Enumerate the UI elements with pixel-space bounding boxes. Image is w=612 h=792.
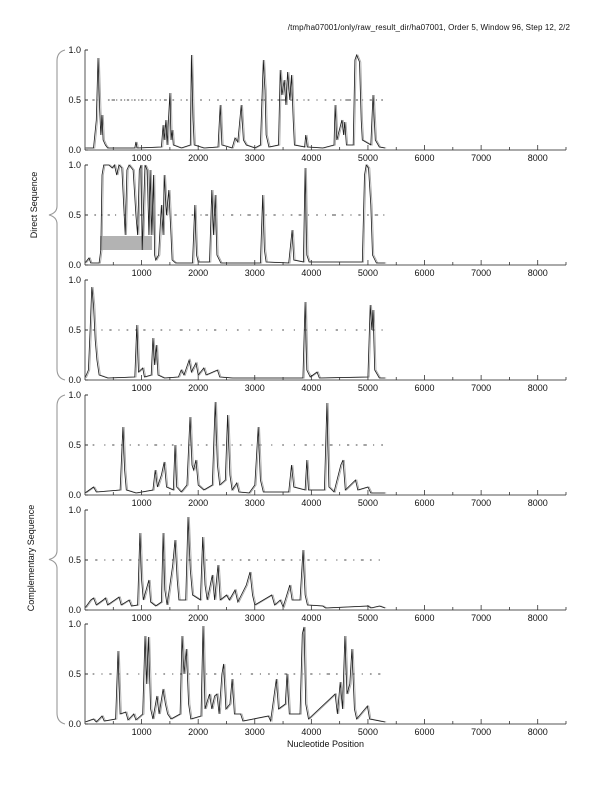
x-tick-label: 5000 bbox=[358, 383, 378, 393]
x-tick-label: 3000 bbox=[245, 498, 265, 508]
y-tick-label: 0.0 bbox=[68, 260, 81, 270]
threshold-markers bbox=[95, 559, 380, 561]
y-tick-label: 1.0 bbox=[68, 275, 81, 285]
x-tick-label: 5000 bbox=[358, 268, 378, 278]
x-tick-label: 6000 bbox=[415, 498, 435, 508]
x-tick-label: 6000 bbox=[415, 268, 435, 278]
x-tick-label: 6000 bbox=[415, 153, 435, 163]
threshold-markers bbox=[92, 329, 383, 331]
x-tick-label: 5000 bbox=[358, 727, 378, 737]
panel-complementary-frame-1: 0.0 0.5 1.0 1000 2000 3000 4000 5000 6000 7000 800… bbox=[68, 390, 567, 508]
x-tick-label: 5000 bbox=[358, 153, 378, 163]
probability-curve-shadow bbox=[85, 286, 387, 379]
y-tick-label: 1.0 bbox=[68, 619, 81, 629]
x-tick-label: 8000 bbox=[528, 498, 548, 508]
complementary-sequence-brace bbox=[48, 394, 66, 725]
x-tick-label: 7000 bbox=[471, 268, 491, 278]
x-tick-label: 1000 bbox=[132, 613, 152, 623]
threshold-markers bbox=[92, 444, 383, 446]
y-tick-label: 0.5 bbox=[68, 555, 81, 565]
x-tick-label: 2000 bbox=[188, 613, 208, 623]
y-tick-label: 1.0 bbox=[68, 45, 81, 55]
y-tick-label: 0.0 bbox=[68, 375, 81, 385]
x-tick-label: 5000 bbox=[358, 613, 378, 623]
x-tick-label: 8000 bbox=[528, 613, 548, 623]
x-tick-label: 4000 bbox=[301, 727, 321, 737]
x-tick-label: 3000 bbox=[245, 383, 265, 393]
y-tick-label: 1.0 bbox=[68, 505, 81, 515]
panel-direct-frame-2: 0.0 0.5 1.0 1000 2000 3000 4000 5000 6000 7000 800… bbox=[68, 160, 567, 278]
probability-curve-shadow bbox=[86, 625, 387, 723]
y-tick-label: 0.0 bbox=[68, 145, 81, 155]
panel-complementary-frame-2: 0.0 0.5 1.0 1000 2000 3000 4000 5000 6000 7000 800… bbox=[68, 505, 567, 623]
x-tick-label: 8000 bbox=[528, 268, 548, 278]
x-tick-label: 1000 bbox=[132, 153, 152, 163]
x-tick-label: 7000 bbox=[471, 613, 491, 623]
x-tick-label: 3000 bbox=[245, 153, 265, 163]
y-tick-label: 1.0 bbox=[68, 160, 81, 170]
x-tick-label: 4000 bbox=[301, 383, 321, 393]
panel-complementary-frame-3: 0.0 0.5 1.0 1000 2000 3000 4000 5000 6000 7000 800… bbox=[68, 619, 567, 737]
x-tick-label: 8000 bbox=[528, 383, 548, 393]
x-tick-label: 7000 bbox=[471, 383, 491, 393]
x-tick-label: 2000 bbox=[188, 153, 208, 163]
x-tick-label: 4000 bbox=[301, 268, 321, 278]
x-tick-label: 8000 bbox=[528, 153, 548, 163]
x-tick-label: 4000 bbox=[301, 153, 321, 163]
x-tick-label: 4000 bbox=[301, 498, 321, 508]
plot-title: /tmp/ha07001/only/raw_result_dir/ha07001… bbox=[287, 23, 570, 32]
x-tick-label: 3000 bbox=[245, 727, 265, 737]
predicted-region bbox=[99, 236, 153, 250]
threshold-markers bbox=[92, 99, 383, 101]
y-tick-label: 0.5 bbox=[68, 440, 81, 450]
x-tick-label: 7000 bbox=[471, 153, 491, 163]
x-tick-label: 7000 bbox=[471, 727, 491, 737]
x-tick-label: 1000 bbox=[132, 498, 152, 508]
x-tick-label: 7000 bbox=[471, 498, 491, 508]
probability-curve bbox=[84, 625, 385, 723]
x-tick-label: 6000 bbox=[415, 383, 435, 393]
x-tick-label: 6000 bbox=[415, 727, 435, 737]
x-tick-label: 3000 bbox=[245, 613, 265, 623]
panel-direct-frame-3: 0.0 0.5 1.0 1000 2000 3000 4000 5000 6000 7000 800… bbox=[68, 275, 567, 393]
x-tick-label: 8000 bbox=[528, 727, 548, 737]
y-tick-label: 0.0 bbox=[68, 719, 81, 729]
probability-curve bbox=[84, 401, 385, 494]
x-axis-title: Nucleotide Position bbox=[286, 739, 365, 749]
x-tick-label: 1000 bbox=[132, 727, 152, 737]
y-tick-label: 0.5 bbox=[68, 325, 81, 335]
x-tick-label: 4000 bbox=[301, 613, 321, 623]
probability-curve bbox=[84, 164, 385, 264]
direct-sequence-brace bbox=[48, 49, 66, 381]
y-tick-label: 0.5 bbox=[68, 669, 81, 679]
y-tick-label: 0.5 bbox=[68, 95, 81, 105]
x-tick-label: 2000 bbox=[188, 498, 208, 508]
x-tick-label: 1000 bbox=[132, 268, 152, 278]
x-tick-label: 3000 bbox=[245, 268, 265, 278]
y-tick-label: 0.0 bbox=[68, 605, 81, 615]
probability-curve-shadow bbox=[86, 401, 387, 494]
panel-direct-frame-1: 0.0 0.5 1.0 1000 2000 3000 4000 5000 6000 7000 800… bbox=[68, 45, 567, 163]
probability-curve bbox=[84, 516, 386, 609]
x-tick-label: 2000 bbox=[188, 383, 208, 393]
x-tick-label: 1000 bbox=[132, 383, 152, 393]
x-tick-label: 5000 bbox=[358, 498, 378, 508]
x-tick-label: 2000 bbox=[188, 268, 208, 278]
y-tick-label: 0.5 bbox=[68, 210, 81, 220]
probability-curve-shadow bbox=[86, 53, 387, 149]
y-tick-label: 0.0 bbox=[68, 490, 81, 500]
threshold-markers bbox=[92, 673, 381, 675]
x-tick-label: 2000 bbox=[188, 727, 208, 737]
y-tick-label: 1.0 bbox=[68, 390, 81, 400]
probability-curve bbox=[84, 286, 385, 379]
x-tick-label: 6000 bbox=[415, 613, 435, 623]
